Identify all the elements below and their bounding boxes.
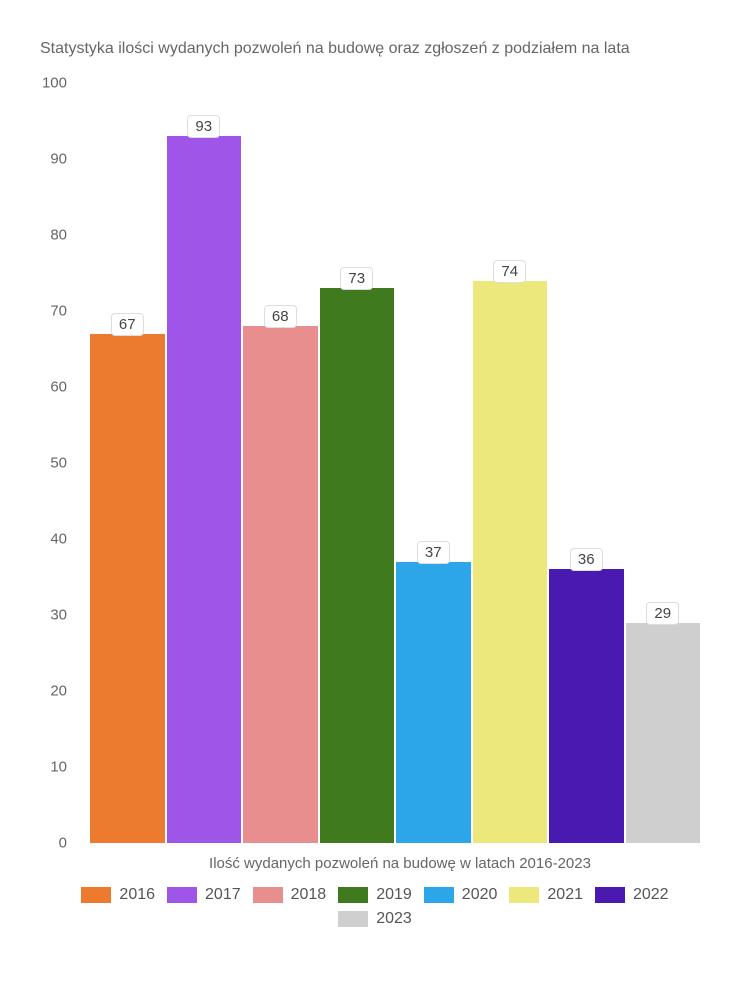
bars-container: 67 93 68 73 37 74 36 29 <box>80 83 710 843</box>
bar-2023: 29 <box>626 83 701 843</box>
legend-label: 2020 <box>462 886 498 904</box>
legend-swatch <box>509 887 539 903</box>
bar-value-label: 74 <box>493 260 526 283</box>
legend-item-2020: 2020 <box>424 886 498 904</box>
bar-2019: 73 <box>320 83 395 843</box>
legend-swatch <box>338 887 368 903</box>
bar-2017: 93 <box>167 83 242 843</box>
legend-swatch <box>253 887 283 903</box>
legend-swatch <box>81 887 111 903</box>
bar <box>396 562 471 843</box>
bar-2021: 74 <box>473 83 548 843</box>
y-tick-label: 70 <box>27 303 67 320</box>
y-tick-label: 90 <box>27 151 67 168</box>
bar-2022: 36 <box>549 83 624 843</box>
bar-2018: 68 <box>243 83 318 843</box>
legend-label: 2016 <box>119 886 155 904</box>
bar-2020: 37 <box>396 83 471 843</box>
legend-item-2021: 2021 <box>509 886 583 904</box>
legend-label: 2017 <box>205 886 241 904</box>
legend-label: 2021 <box>547 886 583 904</box>
y-tick-label: 20 <box>27 683 67 700</box>
legend-swatch <box>595 887 625 903</box>
bar <box>243 326 318 843</box>
bar-value-label: 67 <box>111 313 144 336</box>
bar <box>549 569 624 843</box>
bar <box>167 136 242 843</box>
legend-swatch <box>167 887 197 903</box>
legend-swatch <box>338 911 368 927</box>
legend-swatch <box>424 887 454 903</box>
chart-title: Statystyka ilości wydanych pozwoleń na b… <box>40 40 720 58</box>
legend-label: 2022 <box>633 886 669 904</box>
bar <box>90 334 165 843</box>
bar-value-label: 73 <box>340 267 373 290</box>
bar-value-label: 37 <box>417 541 450 564</box>
bar <box>626 623 701 843</box>
y-tick-label: 40 <box>27 531 67 548</box>
legend-item-2018: 2018 <box>253 886 327 904</box>
legend-item-2017: 2017 <box>167 886 241 904</box>
legend-label: 2023 <box>376 910 412 928</box>
y-tick-label: 50 <box>27 455 67 472</box>
y-tick-label: 0 <box>27 835 67 852</box>
bar-value-label: 93 <box>187 115 220 138</box>
y-axis: 0102030405060708090100 <box>30 83 75 843</box>
legend-label: 2018 <box>291 886 327 904</box>
x-axis-label: Ilość wydanych pozwoleń na budowę w lata… <box>80 855 720 872</box>
bar-value-label: 36 <box>570 548 603 571</box>
chart-plot-area: 0102030405060708090100 6793687337743629 <box>80 83 710 843</box>
y-tick-label: 30 <box>27 607 67 624</box>
bar <box>320 288 395 843</box>
bar-value-label: 29 <box>646 602 679 625</box>
y-tick-label: 100 <box>27 75 67 92</box>
legend: 2016 2017 2018 2019 2020 2021 2022 2023 <box>30 886 720 928</box>
y-tick-label: 80 <box>27 227 67 244</box>
legend-item-2022: 2022 <box>595 886 669 904</box>
y-tick-label: 60 <box>27 379 67 396</box>
bar-2016: 67 <box>90 83 165 843</box>
bar-value-label: 68 <box>264 305 297 328</box>
y-tick-label: 10 <box>27 759 67 776</box>
legend-label: 2019 <box>376 886 412 904</box>
legend-item-2023: 2023 <box>338 910 412 928</box>
legend-item-2016: 2016 <box>81 886 155 904</box>
legend-item-2019: 2019 <box>338 886 412 904</box>
bar <box>473 281 548 843</box>
